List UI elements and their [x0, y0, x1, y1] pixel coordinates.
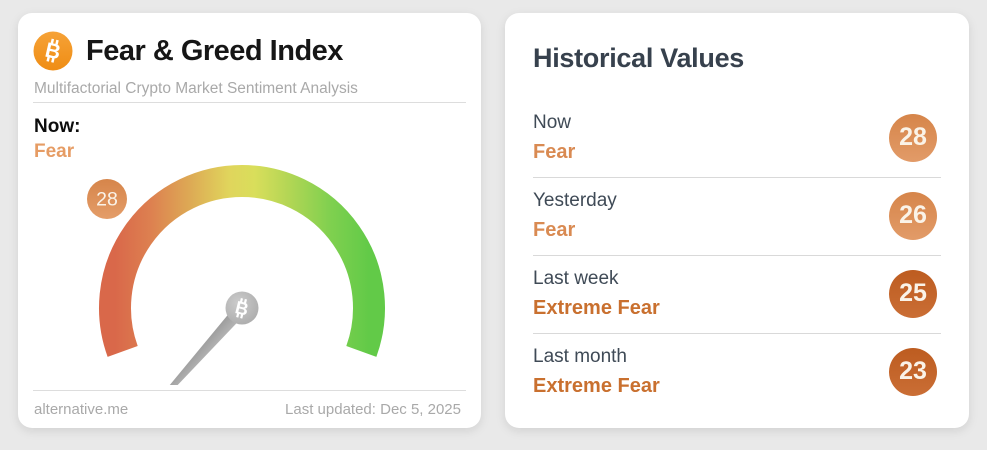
row-classification: Fear — [533, 219, 576, 241]
now-classification: Fear — [34, 141, 75, 162]
gauge-value-badge: 28 — [87, 179, 127, 219]
history-row-last-week: Last week Extreme Fear 25 — [533, 256, 941, 334]
bitcoin-logo-icon: B — [33, 31, 73, 71]
source-link[interactable]: alternative.me — [34, 401, 129, 418]
row-classification: Extreme Fear — [533, 297, 660, 319]
now-label: Now: — [34, 116, 81, 137]
row-label: Last month — [533, 346, 627, 367]
header-divider — [33, 102, 466, 103]
last-updated-text: Last updated: Dec 5, 2025 — [285, 401, 461, 418]
gauge-arc — [99, 165, 385, 357]
history-row-last-month: Last month Extreme Fear 23 — [533, 334, 941, 411]
fear-greed-gauge: B 28 — [87, 165, 385, 385]
historical-values-card: Historical Values Now Fear 28 Yesterday … — [505, 13, 969, 428]
row-value-badge: 25 — [889, 269, 937, 318]
card-footer: alternative.me Last updated: Dec 5, 2025 — [34, 401, 461, 418]
gauge-value-text: 28 — [96, 189, 118, 211]
row-classification: Extreme Fear — [533, 375, 660, 397]
row-value-badge: 28 — [889, 113, 937, 162]
history-row-now: Now Fear 28 — [533, 100, 941, 178]
historical-values-title: Historical Values — [533, 43, 745, 73]
row-classification: Fear — [533, 141, 576, 163]
row-label: Last week — [533, 268, 619, 289]
historical-rows: Now Fear 28 Yesterday Fear 26 Last week … — [533, 100, 941, 411]
gauge-needle — [155, 303, 247, 385]
row-label: Now — [533, 112, 572, 133]
subtitle: Multifactorial Crypto Market Sentiment A… — [34, 80, 358, 97]
row-label: Yesterday — [533, 190, 617, 211]
row-value-badge: 23 — [889, 347, 937, 396]
history-row-yesterday: Yesterday Fear 26 — [533, 178, 941, 256]
footer-divider — [33, 390, 466, 391]
fear-greed-card: B Fear & Greed Index Multifactorial Cryp… — [18, 13, 481, 428]
row-value-badge: 26 — [889, 191, 937, 240]
page-title: Fear & Greed Index — [86, 34, 343, 67]
gauge-hub: B — [225, 291, 259, 325]
fear-greed-header: B Fear & Greed Index — [33, 31, 343, 71]
